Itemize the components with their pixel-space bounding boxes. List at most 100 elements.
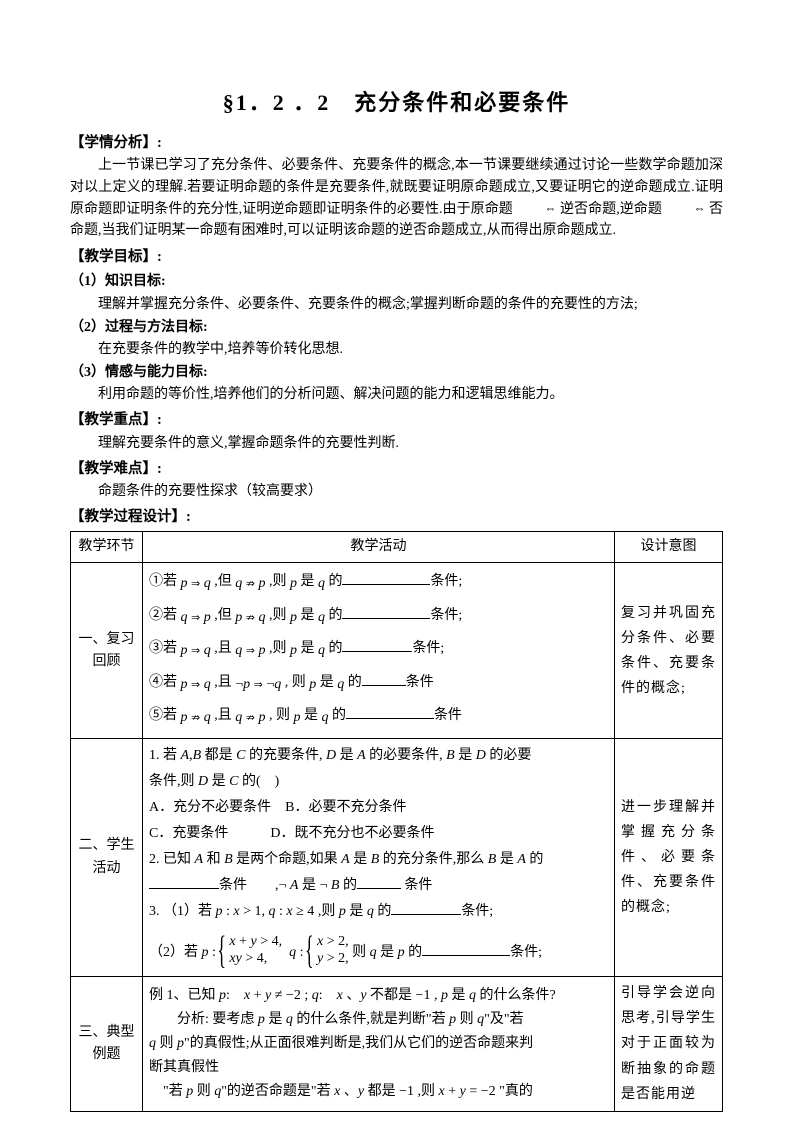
goal-2-heading: （2）过程与方法目标: (70, 317, 723, 339)
q2-line: 条件 ,¬ A 是 ¬ B 的 条件 (149, 873, 608, 899)
math-expr: p ⇏ q (181, 703, 211, 732)
table-row: 二、学生 活动 1. 若 A,B 都是 C 的充要条件, D 是 A 的必要条件… (71, 739, 723, 977)
stage-1-l2: 回顾 (93, 654, 121, 669)
text: ,且 (211, 708, 236, 723)
q1-line: 1. 若 A,B 都是 C 的充要条件, D 是 A 的必要条件, B 是 D … (149, 743, 608, 769)
review-line-4: ④若 p ⇒ q ,且 ¬p ⇒ ¬q , 则 p 是 q 的条件 (149, 668, 608, 699)
stage-2-l2: 活动 (93, 861, 121, 876)
math-var: p (290, 603, 297, 632)
stage-1-l1: 一、复习 (79, 632, 135, 647)
text: ②若 (149, 608, 181, 623)
table-header-row: 教学环节 教学活动 设计意图 (71, 532, 723, 563)
stage-2-l1: 二、学生 (79, 838, 135, 853)
math-expr: p ⇒ q (181, 569, 211, 598)
math-var: q (318, 569, 325, 598)
goal-3-text: 利用命题的等价性,培养他们的分析问题、解决问题的能力和逻辑思维能力。 (70, 384, 723, 405)
table-row: 一、复习 回顾 ①若 p ⇒ q ,但 q ⇏ p ,则 p 是 q 的条件; … (71, 563, 723, 739)
ex1-line: q 则 p"的真假性;从正面很难判断是,我们从它们的逆否命题来判 (149, 1032, 608, 1056)
heading-analysis: 【学情分析】: (70, 132, 723, 155)
table-row: 三、典型 例题 例 1、已知 p: x + y ≠ −2 ; q: x 、y 不… (71, 977, 723, 1112)
review-line-1: ①若 p ⇒ q ,但 q ⇏ p ,则 p 是 q 的 条件; (149, 567, 608, 598)
heading-objectives: 【教学目标】: (70, 246, 723, 269)
analysis-text-2: 逆否命题,逆命题 (560, 202, 662, 217)
activity-cell: 例 1、已知 p: x + y ≠ −2 ; q: x 、y 不都是 −1 , … (143, 977, 615, 1112)
text: 是 (300, 708, 321, 723)
review-line-5: ⑤若 p ⇏ q ,且 q ⇏ p , 则 p 是 q 的条件 (149, 701, 608, 732)
text: ,但 (211, 574, 236, 589)
fill-blank (342, 638, 412, 652)
text: ,且 (211, 675, 236, 690)
review-line-3: ③若 p ⇒ q ,且 q ⇒ p ,则 p 是 q 的条件; (149, 634, 608, 665)
text: 条件 (406, 675, 434, 690)
text: ③若 (149, 641, 181, 656)
process-table: 教学环节 教学活动 设计意图 一、复习 回顾 ①若 p ⇒ q ,但 q ⇏ p… (70, 531, 723, 1112)
review-line-2: ②若 q ⇒ p ,但 p ⇏ q ,则 p 是 q 的条件; (149, 601, 608, 632)
goal-3-heading: （3）情感与能力目标: (70, 362, 723, 384)
q1-line: 条件,则 D 是 C 的( ) (149, 769, 608, 795)
iff-icon: ⇔ (516, 199, 556, 218)
intent-cell: 引导学会逆向思考,引导学生对于正面较为断抽象的命题是否能用逆 (615, 977, 723, 1112)
math-expr: q ⇏ p (235, 569, 265, 598)
text: 条件; (412, 641, 444, 656)
text: 是 (297, 608, 318, 623)
ex1-line: "若 p 则 q"的逆否命题是"若 x 、y 都是 −1 ,则 x + y = … (149, 1080, 608, 1104)
brace-system: x > 2, y > 2, (307, 933, 349, 972)
th-intent: 设计意图 (615, 532, 723, 563)
th-stage: 教学环节 (71, 532, 143, 563)
stage-cell: 一、复习 回顾 (71, 563, 143, 739)
math-expr: p ⇒ q (181, 670, 211, 699)
math-expr: q ⇒ p (181, 603, 211, 632)
q2-line: 2. 已知 A 和 B 是两个命题,如果 A 是 B 的充分条件,那么 B 是 … (149, 847, 608, 873)
math-var: q (318, 636, 325, 665)
text: 条件 (434, 708, 462, 723)
text: 的 (328, 708, 346, 723)
text: ,则 (265, 574, 290, 589)
activity-cell: 1. 若 A,B 都是 C 的充要条件, D 是 A 的必要条件, B 是 D … (143, 739, 615, 977)
text: ⑤若 (149, 708, 181, 723)
fill-blank (342, 605, 430, 619)
text: , 则 (281, 675, 309, 690)
math-var: q (318, 603, 325, 632)
fill-blank (391, 901, 461, 915)
page-title: §1．2 ．2 充分条件和必要条件 (70, 85, 723, 120)
math-expr: q ⇒ p (235, 636, 265, 665)
q1-options: A．充分不必要条件 B．必要不充分条件 (149, 795, 608, 821)
q3-2-line: （2）若 p : x + y > 4, xy > 4, q : x > 2, y… (149, 933, 608, 972)
text: 条件; (430, 608, 462, 623)
text: ①若 (149, 574, 181, 589)
focus-text: 理解充要条件的意义,掌握命题条件的充要性判断. (70, 433, 723, 454)
stage-3-l1: 三、典型 (79, 1025, 135, 1040)
th-activity: 教学活动 (143, 532, 615, 563)
fill-blank (357, 875, 401, 889)
ex1-line: 断其真假性 (149, 1056, 608, 1080)
math-expr: q ⇏ p (235, 703, 265, 732)
text: 的 (325, 574, 343, 589)
brace-system: x + y > 4, xy > 4, (219, 933, 282, 972)
stage-cell: 三、典型 例题 (71, 977, 143, 1112)
fill-blank (346, 705, 434, 719)
stage-3-l2: 例题 (93, 1047, 121, 1062)
iff-icon: ⇔ (665, 199, 705, 218)
math-expr: p ⇒ q (181, 636, 211, 665)
text: , 则 (265, 708, 293, 723)
fill-blank (422, 942, 510, 956)
text: ,则 (265, 641, 290, 656)
text: 条件; (430, 574, 462, 589)
fill-blank (362, 672, 406, 686)
text: 是 (316, 675, 337, 690)
text: 是 (297, 574, 318, 589)
text: ④若 (149, 675, 181, 690)
text: 的 (325, 641, 343, 656)
text: ,且 (211, 641, 236, 656)
math-var: p (290, 569, 297, 598)
fill-blank (149, 875, 219, 889)
text: 的 (325, 608, 343, 623)
math-expr: ¬p ⇒ ¬q (235, 670, 281, 699)
goal-1-text: 理解并掌握充分条件、必要条件、充要条件的概念;掌握判断命题的条件的充要性的方法; (70, 294, 723, 315)
heading-difficulty: 【教学难点】: (70, 458, 723, 481)
heading-focus: 【教学重点】: (70, 409, 723, 432)
activity-cell: ①若 p ⇒ q ,但 q ⇏ p ,则 p 是 q 的条件; ②若 q ⇒ p… (143, 563, 615, 739)
goal-1-heading: （1）知识目标: (70, 271, 723, 293)
para-analysis: 上一节课已学习了充分条件、必要条件、充要条件的概念,本一节课要继续通过讨论一些数… (70, 155, 723, 242)
text: 的 (344, 675, 362, 690)
